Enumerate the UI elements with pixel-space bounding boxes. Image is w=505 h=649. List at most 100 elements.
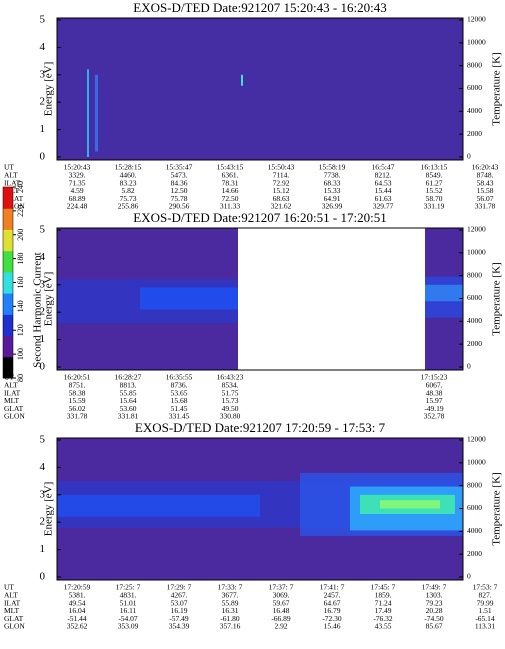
ephemeris-value: 61.27 (426, 178, 443, 187)
ephemeris-value: 4831. (120, 591, 137, 600)
ephemeris-value: 326.99 (322, 202, 343, 211)
ephemeris-value: 83.23 (120, 178, 137, 187)
ephemeris-value: 224.48 (67, 202, 88, 211)
ephemeris-value: 329.77 (373, 202, 394, 211)
y-axis-label: Energy [eV] (43, 482, 55, 536)
ephemeris-value: 16:20:51 (64, 373, 91, 382)
ephemeris-value: 15:50:43 (268, 163, 295, 172)
y-tick-label: 1 (40, 123, 46, 135)
y-tick-label: 4 (40, 41, 46, 53)
ephemeris-value: 51.01 (120, 598, 137, 607)
ephemeris-value: 17:53: 7 (473, 583, 498, 592)
ephemeris-value: 330.80 (220, 412, 241, 421)
ephemeris-value: 15.52 (426, 186, 443, 195)
y2-tick-label: 0 (467, 572, 471, 581)
ephemeris-value: 15.58 (477, 186, 494, 195)
ephemeris-label: ILAT (4, 388, 21, 397)
y-tick-label: 0 (40, 361, 46, 373)
ephemeris-value: 357.16 (220, 622, 241, 631)
ephemeris-value: 58.70 (426, 194, 443, 203)
ephemeris-value: 12.50 (171, 186, 188, 195)
ephemeris-value: 15:20:43 (64, 163, 91, 172)
data-gap (238, 228, 425, 370)
ephemeris-value: 16:20:43 (472, 163, 499, 172)
ephemeris-value: 113.31 (475, 622, 496, 631)
ephemeris-value: 51.75 (222, 388, 239, 397)
ephemeris-label: ILAT (4, 178, 21, 187)
ephemeris-value: 353.09 (118, 622, 139, 631)
y-tick-label: 0 (40, 151, 46, 163)
y2-tick-label: 12000 (467, 225, 486, 234)
ephemeris-label: MLT (4, 606, 20, 615)
ephemeris-value: 71.35 (69, 178, 86, 187)
colorbar-tick-label: 220 (16, 205, 25, 217)
panel-title: EXOS-D/TED Date:921207 15:20:43 - 16:20:… (133, 0, 386, 15)
ephemeris-label: GLAT (4, 194, 24, 203)
ephemeris-value: 3329. (69, 171, 86, 180)
ephemeris-value: 68.33 (324, 178, 341, 187)
ephemeris-value: 58.43 (477, 178, 494, 187)
ephemeris-value: 17:15:23 (421, 373, 448, 382)
ephemeris-value: -66.89 (271, 614, 291, 623)
ephemeris-value: 43.55 (375, 622, 392, 631)
ephemeris-value: 8212. (375, 171, 392, 180)
colorbar-segment (3, 293, 13, 315)
ephemeris-value: 15:43:15 (217, 163, 244, 172)
ephemeris-value: 15.33 (324, 186, 341, 195)
ephemeris-value: 59.67 (273, 598, 290, 607)
colorbar-segment (3, 335, 13, 358)
ephemeris-value: 3069. (273, 591, 290, 600)
ephemeris-value: -49.19 (424, 404, 444, 413)
ephemeris-value: 255.86 (118, 202, 139, 211)
ephemeris-value: 75.78 (171, 194, 188, 203)
ephemeris-value: 49.50 (222, 404, 239, 413)
spectrogram-band (57, 494, 260, 517)
colorbar-tick-label: 120 (16, 324, 25, 336)
ephemeris-value: 15:35:47 (166, 163, 193, 172)
ephemeris-value: -65.14 (475, 614, 495, 623)
ephemeris-value: 311.33 (220, 202, 241, 211)
colorbar-segment (3, 187, 13, 209)
ephemeris-label: MLT (4, 396, 20, 405)
ephemeris-value: 55.89 (222, 598, 239, 607)
ephemeris-label: GLON (4, 202, 25, 211)
y-tick-label: 1 (40, 333, 46, 345)
y-tick-label: 3 (40, 68, 46, 80)
ephemeris-value: 16.79 (324, 606, 341, 615)
colorbar-segment (3, 208, 13, 230)
y2-axis-label: Temperature [K] (491, 52, 503, 125)
ephemeris-value: 2.92 (274, 622, 287, 631)
spectrogram-streak (87, 69, 89, 157)
ephemeris-value: 331.19 (424, 202, 445, 211)
colorbar-segment (3, 314, 13, 337)
ephemeris-value: 16.19 (171, 606, 188, 615)
y2-tick-label: 0 (467, 152, 471, 161)
colorbar-tick-label: 240 (16, 181, 25, 193)
ephemeris-value: 85.67 (426, 622, 443, 631)
ephemeris-value: 16.48 (273, 606, 290, 615)
ephemeris-value: 53.60 (120, 404, 137, 413)
spectrogram-streak (241, 74, 243, 86)
ephemeris-value: 354.39 (169, 622, 190, 631)
colorbar-tick-label: 100 (16, 348, 25, 360)
ephemeris-value: 71.24 (375, 598, 392, 607)
y-axis-label: Energy [eV] (43, 62, 55, 116)
ephemeris-label: GLON (4, 412, 25, 421)
ephemeris-value: 17:41: 7 (320, 583, 345, 592)
ephemeris-value: 53.07 (171, 598, 188, 607)
ephemeris-value: 15.46 (324, 622, 341, 631)
y2-axis-label: Temperature [K] (491, 472, 503, 545)
ephemeris-value: 17.49 (375, 606, 392, 615)
y2-tick-label: 4000 (467, 316, 482, 325)
ephemeris-value: 331.81 (118, 412, 139, 421)
y-tick-label: 4 (40, 461, 46, 473)
ephemeris-value: 290.56 (169, 202, 190, 211)
ephemeris-value: 321.62 (271, 202, 292, 211)
y2-tick-label: 6000 (467, 83, 482, 92)
ephemeris-value: 331.45 (169, 412, 190, 421)
ephemeris-value: 75.73 (120, 194, 137, 203)
ephemeris-value: 68.63 (273, 194, 290, 203)
ephemeris-value: 17:33: 7 (218, 583, 243, 592)
ephemeris-value: 61.63 (375, 194, 392, 203)
ephemeris-value: -51.44 (67, 614, 87, 623)
